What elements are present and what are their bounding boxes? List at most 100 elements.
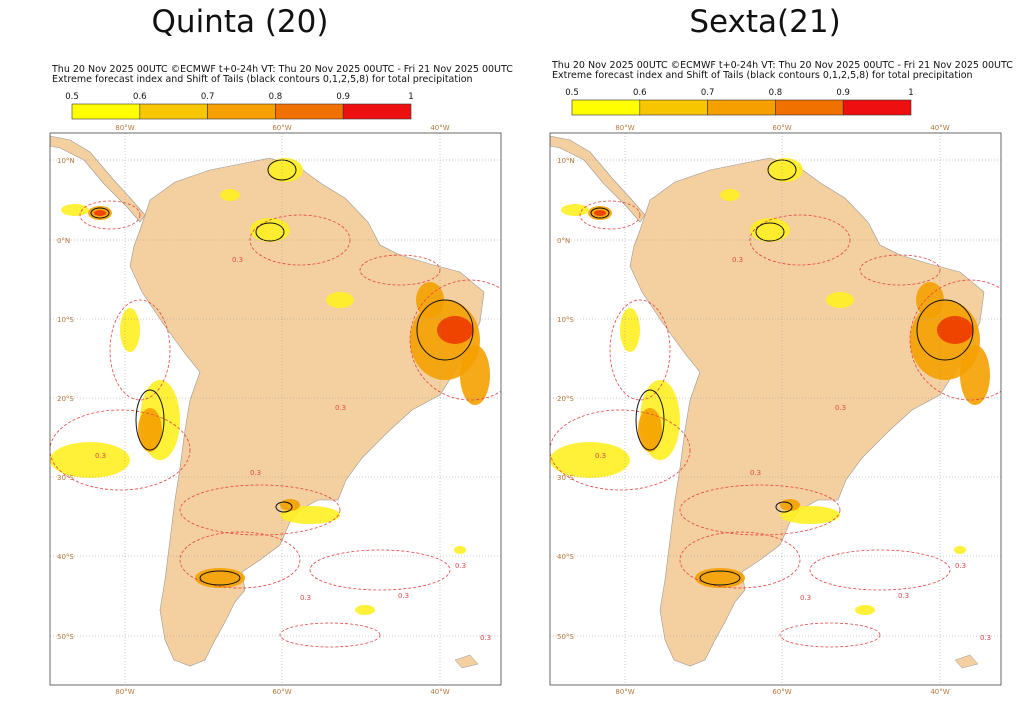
- lon-label: 60°W: [772, 124, 791, 132]
- lat-label: 0°N: [57, 237, 70, 245]
- colorbar-segment: [207, 103, 276, 120]
- contour-label: 0.3: [455, 562, 466, 570]
- lat-label: 50°S: [557, 633, 574, 641]
- lat-label: 30°S: [557, 474, 574, 482]
- lon-label: 60°W: [272, 124, 291, 132]
- map-header: Thu 20 Nov 2025 00UTC ©ECMWF t+0-24h VT:…: [551, 60, 1013, 71]
- sot-contour: [916, 299, 974, 361]
- colorbar-label: 0.6: [133, 92, 147, 102]
- contour-label: 0.3: [95, 452, 106, 460]
- colorbar-label: 0.7: [701, 88, 715, 98]
- lon-label: 40°W: [930, 688, 949, 696]
- efi-contour: [409, 279, 501, 401]
- efi-contour: [909, 279, 1001, 401]
- panel-title: Quinta (20): [152, 4, 329, 40]
- sot-contour: [635, 389, 665, 451]
- efi-area: [767, 158, 803, 182]
- island: [954, 654, 979, 669]
- map-body: 0.3 0.3 0.3 0.3 0.3 0.3 0.3 0.3: [50, 133, 501, 685]
- efi-contour: [779, 622, 881, 648]
- contour-label: 0.3: [980, 634, 991, 642]
- efi-contour: [550, 409, 691, 491]
- efi-contour: [679, 484, 841, 536]
- colorbar-segment: [342, 103, 412, 120]
- contour-label: 0.3: [898, 592, 909, 600]
- colorbar-segment: [775, 99, 844, 116]
- contour-label: 0.3: [250, 469, 261, 477]
- contour-label: 0.3: [955, 562, 966, 570]
- efi-area: [916, 282, 944, 318]
- lon-label: 60°W: [272, 688, 291, 696]
- lon-label: 40°W: [430, 688, 449, 696]
- lon-label: 80°W: [615, 688, 634, 696]
- sot-contour: [775, 501, 793, 513]
- efi-area: [855, 605, 875, 615]
- sot-contour: [699, 570, 741, 586]
- efi-area: [355, 605, 375, 615]
- efi-contour: [109, 299, 171, 401]
- efi-contour: [179, 484, 341, 536]
- lat-label: 0°N: [557, 237, 570, 245]
- map-frame: [549, 132, 1002, 686]
- colorbar-segment: [707, 99, 776, 116]
- map: 0.3 0.3 0.3 0.3 0.3 0.3 0.3 0.3 80°W 80°W 60°W 60°W…: [549, 124, 1002, 696]
- efi-area: [94, 210, 106, 216]
- panel: Sexta(21) Thu 20 Nov 2025 00UTC ©ECMWF t+…: [549, 4, 1013, 696]
- colorbar-segment: [275, 103, 344, 120]
- contour-label: 0.3: [398, 592, 409, 600]
- efi-area: [780, 499, 800, 511]
- island: [454, 654, 479, 669]
- lon-label: 80°W: [115, 688, 134, 696]
- efi-contour: [279, 622, 381, 648]
- sot-contour: [90, 207, 110, 219]
- colorbar-segment: [71, 103, 141, 120]
- lat-label: 30°S: [57, 474, 74, 482]
- sot-contour: [135, 389, 165, 451]
- lon-label: 40°W: [430, 124, 449, 132]
- colorbar-label: 0.8: [269, 92, 283, 102]
- efi-area: [550, 442, 630, 478]
- colorbar-label: 1: [908, 88, 913, 98]
- colorbar-segment: [571, 99, 641, 116]
- efi-area: [220, 189, 240, 201]
- efi-area: [594, 210, 606, 216]
- lon-label: 60°W: [772, 688, 791, 696]
- efi-area: [780, 506, 840, 524]
- efi-area: [750, 218, 790, 242]
- sot-contour: [199, 570, 241, 586]
- colorbar-label: 0.7: [201, 92, 215, 102]
- efi-area: [280, 499, 300, 511]
- efi-area: [138, 408, 162, 452]
- efi-area: [250, 218, 290, 242]
- lat-label: 20°S: [57, 395, 74, 403]
- efi-area: [120, 308, 140, 352]
- contour-label: 0.3: [800, 594, 811, 602]
- efi-contour: [179, 531, 301, 589]
- colorbar-label: 0.9: [336, 92, 350, 102]
- efi-area: [826, 292, 854, 308]
- colorbar-label: 1: [408, 92, 413, 102]
- efi-area: [326, 292, 354, 308]
- efi-contour: [309, 549, 451, 591]
- efi-contour: [859, 254, 941, 286]
- efi-area: [61, 204, 89, 216]
- colorbar-label: 0.5: [65, 92, 79, 102]
- efi-area: [720, 189, 740, 201]
- sot-contour: [255, 222, 285, 242]
- colorbar-label: 0.5: [565, 88, 579, 98]
- lat-label: 10°S: [557, 316, 574, 324]
- map-header: Thu 20 Nov 2025 00UTC ©ECMWF t+0-24h VT:…: [51, 64, 513, 75]
- map-frame: [49, 132, 502, 686]
- panel-title: Sexta(21): [689, 4, 840, 40]
- lon-label: 80°W: [115, 124, 134, 132]
- lat-label: 50°S: [57, 633, 74, 641]
- colorbar-segment: [139, 103, 208, 120]
- efi-contour: [679, 531, 801, 589]
- efi-area: [437, 316, 473, 344]
- efi-area: [460, 345, 490, 405]
- efi-contour: [809, 549, 951, 591]
- efi-area: [960, 345, 990, 405]
- efi-contour: [579, 200, 641, 230]
- contour-label: 0.3: [595, 452, 606, 460]
